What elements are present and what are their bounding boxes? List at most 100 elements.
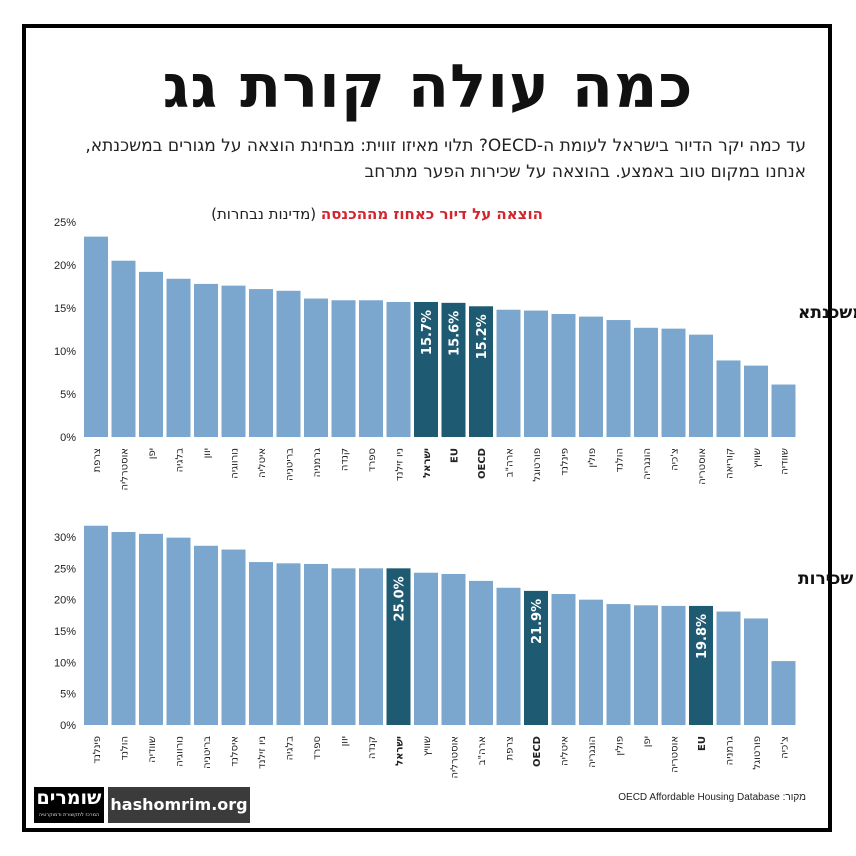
bar <box>716 611 741 725</box>
x-tick-label: ישראל <box>395 736 406 766</box>
bar <box>579 599 603 725</box>
bar <box>194 545 218 725</box>
x-tick-label: אוסטריה <box>697 448 708 485</box>
bar <box>469 580 493 725</box>
x-tick-label: פולין <box>615 736 626 756</box>
x-tick-label: הונגריה <box>642 448 653 480</box>
bar <box>249 289 273 437</box>
bar <box>166 278 191 437</box>
data-label: 15.6% <box>448 311 463 356</box>
source-note: מקור: OECD Affordable Housing Database <box>618 792 806 803</box>
bar <box>386 301 411 437</box>
y-tick-label: 5% <box>60 689 76 701</box>
x-tick-label: צרפת <box>92 448 103 472</box>
bar <box>304 298 328 437</box>
bar <box>744 618 768 725</box>
bar <box>661 328 686 437</box>
x-tick-label: שוודיה <box>147 736 158 763</box>
bar <box>111 260 136 437</box>
bar <box>194 283 218 437</box>
bar <box>331 300 356 437</box>
x-tick-label: פורטוגל <box>752 736 763 770</box>
x-tick-label: ספרד <box>312 736 323 760</box>
chart-header-note: (מדינות נבחרות) <box>211 205 317 223</box>
x-tick-label: EU <box>450 448 461 463</box>
bar <box>634 327 658 437</box>
page-title: כמה עולה קורת גג <box>162 52 694 122</box>
x-tick-label: איסלנד <box>230 736 241 767</box>
x-tick-label: הולנד <box>120 736 131 760</box>
shomrim-logo[interactable]: שומרים המרכז לתקשורת ודמוקרטיה <box>34 787 104 823</box>
bar <box>606 604 631 725</box>
logo-text: שומרים <box>36 787 102 809</box>
x-tick-label: OECD <box>477 448 488 479</box>
x-tick-label: ישראל <box>422 448 433 478</box>
bar <box>414 301 438 437</box>
site-url-link[interactable]: hashomrim.org <box>108 787 250 823</box>
bar <box>441 302 466 437</box>
x-tick-label: פינלנד <box>560 448 571 476</box>
x-tick-label: יפן <box>147 448 158 459</box>
bar <box>331 568 356 725</box>
y-tick-label: 30% <box>54 532 76 544</box>
x-tick-label: צרפת <box>505 736 516 760</box>
x-tick-label: יוון <box>340 736 351 746</box>
y-tick-label: 25% <box>54 217 76 229</box>
x-tick-label: פורטוגל <box>532 448 543 482</box>
x-tick-label: יוון <box>202 448 213 458</box>
bar <box>689 605 713 725</box>
x-tick-label: צ'כיה <box>670 448 681 471</box>
bar <box>84 525 108 725</box>
bar <box>551 314 576 437</box>
x-tick-label: קנדה <box>367 736 378 759</box>
x-tick-label: ספרד <box>367 448 378 472</box>
chart-header-main: הוצאה על דיור כאחוז מההכנסה <box>320 205 543 223</box>
x-tick-label: גרמניה <box>725 736 736 765</box>
x-tick-label: ארה"ב <box>477 736 488 765</box>
y-tick-label: 0% <box>60 432 76 444</box>
bar <box>689 334 713 437</box>
bar <box>771 384 796 437</box>
bar <box>221 549 246 725</box>
x-tick-label: שוויץ <box>752 448 763 468</box>
x-tick-label: פולין <box>587 448 598 468</box>
bar <box>579 316 603 437</box>
x-tick-label: פינלנד <box>92 736 103 764</box>
bar <box>716 360 741 437</box>
bar <box>634 605 658 725</box>
x-tick-label: ארה"ב <box>505 448 516 477</box>
y-tick-label: 15% <box>54 626 76 638</box>
bar <box>524 590 548 725</box>
x-tick-label: בריטניה <box>202 736 213 769</box>
y-tick-label: 25% <box>54 563 76 575</box>
bar <box>496 309 521 437</box>
x-tick-label: שוויץ <box>422 736 433 756</box>
bar <box>166 537 191 725</box>
x-tick-label: הולנד <box>615 448 626 472</box>
data-label: 15.7% <box>420 310 435 355</box>
bar <box>249 562 273 725</box>
bar <box>111 531 136 725</box>
chart-title: שכירות <box>798 569 853 589</box>
bar <box>441 573 466 725</box>
bar <box>744 365 768 437</box>
x-tick-label: קנדה <box>340 448 351 471</box>
x-tick-label: צ'כיה <box>780 736 791 759</box>
bar <box>469 306 493 437</box>
x-tick-label: נורווגיה <box>230 448 241 479</box>
bar <box>551 594 576 725</box>
bar <box>386 568 411 725</box>
x-tick-label: EU <box>697 736 708 751</box>
x-tick-label: ניו זילנד <box>257 736 268 769</box>
data-label: 21.9% <box>530 599 545 644</box>
x-tick-label: הונגריה <box>587 736 598 768</box>
x-tick-label: אוסטרליה <box>120 448 131 490</box>
x-tick-label: איטליה <box>257 448 268 478</box>
bar <box>359 300 383 437</box>
bar <box>304 563 328 725</box>
bar <box>496 587 521 725</box>
y-tick-label: 20% <box>54 260 76 272</box>
data-label: 25.0% <box>393 576 408 621</box>
bar <box>359 568 383 725</box>
x-tick-label: גרמניה <box>312 448 323 477</box>
